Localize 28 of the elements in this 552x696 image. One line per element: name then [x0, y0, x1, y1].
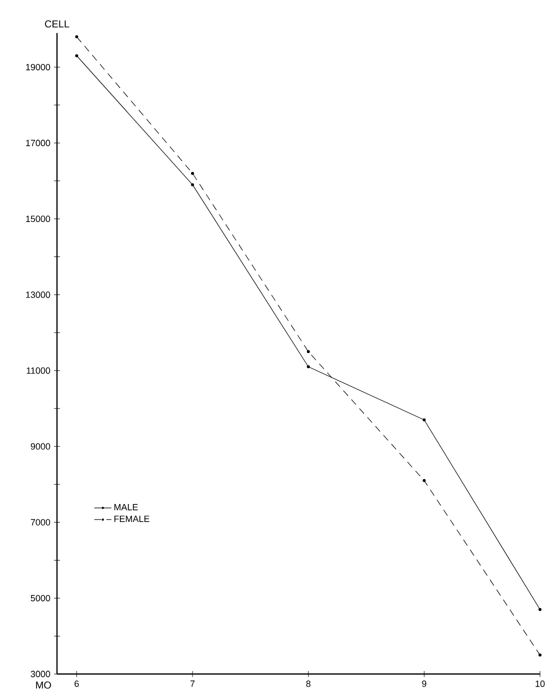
y-tick-label: 7000 [30, 519, 50, 526]
y-tick-label: 17000 [26, 140, 50, 146]
point [538, 654, 542, 657]
x-tick-label: 6 [74, 680, 79, 687]
x-tick-label: 10 [536, 680, 545, 687]
point [306, 350, 310, 354]
y-tick-label: 15000 [26, 216, 50, 222]
y-tick-label: 11000 [26, 367, 50, 374]
legend-label: FEMALE [114, 516, 150, 522]
point [422, 418, 426, 422]
x-tick-label: 9 [422, 680, 426, 687]
y-axis-title: CELL [44, 20, 70, 28]
point [75, 54, 78, 58]
point [75, 35, 78, 38]
y-tick-label: 19000 [26, 64, 50, 70]
y-tick-label: 9000 [30, 443, 50, 450]
y-tick-label: 3000 [30, 670, 50, 678]
point [422, 479, 426, 482]
point [191, 183, 194, 186]
x-tick-label: 7 [190, 680, 195, 687]
point [306, 365, 310, 368]
y-tick-label: 13000 [26, 292, 50, 298]
point [538, 608, 542, 612]
legend-label: MALE [114, 504, 138, 510]
y-tick-label: 5000 [30, 594, 50, 602]
x-axis-title: MO [36, 682, 51, 689]
point [191, 172, 194, 175]
x-tick-label: 8 [306, 680, 310, 687]
